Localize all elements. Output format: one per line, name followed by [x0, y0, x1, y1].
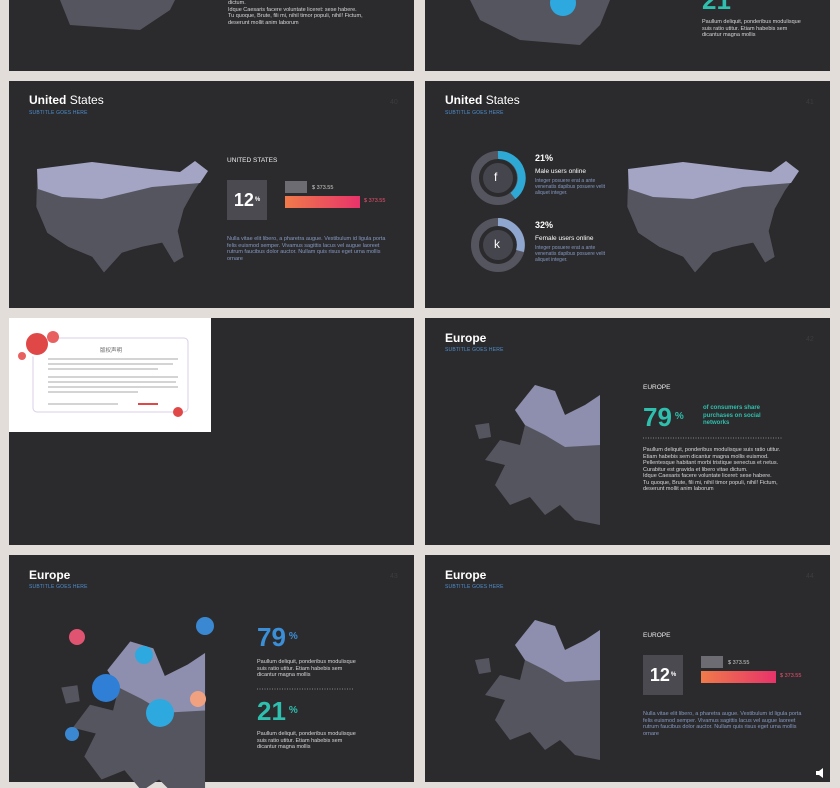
slide-title: United States: [29, 93, 104, 107]
stat-unit: %: [674, 411, 684, 422]
body-text: Nulla vitae elit libero, a pharetra augu…: [227, 236, 386, 262]
stat-box: 12%: [227, 180, 267, 220]
stat: 12: [233, 189, 254, 210]
document-lines: [48, 358, 178, 405]
title-rest: States: [69, 93, 104, 107]
stat-unit: %: [288, 631, 298, 642]
document-frame: [32, 337, 189, 413]
social-icon: [190, 691, 206, 707]
body-text: Nulla vitae elit libero, a pharetra augu…: [643, 711, 802, 737]
stat: 21%: [257, 697, 298, 725]
text-line: Tu quoque, Brute, fili mi, nihil timor p…: [228, 13, 363, 26]
item-label: Female users online: [535, 235, 594, 242]
bar-label: $ 373.55: [728, 660, 750, 666]
text-line: dictum.: [228, 0, 246, 6]
text-line: Paullum deliquit, ponderibus modulisque …: [643, 447, 781, 473]
page-number: 41: [806, 99, 814, 106]
stat: 79%: [257, 623, 298, 651]
social-icon: [135, 646, 153, 664]
item-label: Male users online: [535, 168, 586, 175]
title-strong: Europe: [445, 331, 487, 345]
stat-caption: of consumers share purchases on social n…: [703, 405, 761, 426]
stat: 12: [649, 664, 670, 685]
stat-value: 79: [643, 402, 672, 432]
body-text: Paullum deliquit, ponderibus modulisque …: [643, 447, 783, 493]
social-icon: [69, 629, 85, 645]
bar: [285, 196, 360, 208]
title-strong: United: [29, 93, 67, 107]
stat-unit: %: [288, 705, 298, 716]
bar: [285, 181, 307, 193]
subtitle: SUBTITLE GOES HERE: [445, 110, 504, 116]
map: [470, 0, 610, 45]
badge: [173, 407, 183, 417]
bar-label: $ 373.55: [364, 198, 386, 204]
stat: 21%: [535, 153, 554, 163]
icon-letter: f: [494, 170, 498, 184]
slide-title: Europe: [445, 331, 486, 345]
map: [60, 0, 175, 30]
body-text: Paullum deliquit, ponderibus modulisque …: [257, 659, 356, 678]
heading: EUROPE: [643, 632, 671, 639]
subtitle: SUBTITLE GOES HERE: [29, 110, 88, 116]
title-strong: Europe: [445, 568, 487, 582]
stat: 32%: [535, 220, 554, 230]
badge: [18, 352, 26, 360]
speaker-icon: [816, 768, 823, 778]
social-icon: [65, 727, 79, 741]
item-text: Integer posuere erat a ante venenatis da…: [535, 245, 606, 263]
badge: [24, 331, 50, 357]
stat: 21: [702, 0, 731, 15]
stat: 79%: [643, 403, 684, 431]
slide-title: Europe: [445, 568, 486, 582]
badge: [47, 331, 59, 343]
social-icon: [196, 617, 214, 635]
stat-box: 12%: [643, 655, 683, 695]
donut: [471, 151, 526, 205]
bar-label: $ 373.55: [312, 185, 334, 191]
bar: [701, 671, 776, 683]
body-text: dictum. Idque Caesaris facere voluntate …: [228, 0, 378, 26]
page-number: 43: [390, 573, 398, 580]
bar-label: $ 373.55: [780, 673, 802, 679]
title-rest: States: [485, 93, 520, 107]
slide: [425, 555, 830, 782]
stat-unit: %: [670, 672, 677, 678]
stat-value: 21: [257, 696, 286, 726]
body-text: Paullum deliquit, ponderibus modulisque …: [702, 19, 801, 38]
heading: UNITED STATES: [227, 157, 278, 164]
slide-title: Europe: [29, 568, 70, 582]
stat-value: 79: [257, 622, 286, 652]
page-number: 40: [390, 99, 398, 106]
social-icon: [92, 674, 120, 702]
text-line: Idque Caesaris facere voluntate liceret:…: [228, 6, 357, 13]
slide: [9, 555, 414, 782]
text-line: Idque Caesaris facere voluntate liceret:…: [643, 473, 772, 479]
title-strong: United: [445, 93, 483, 107]
icon-letter: k: [494, 237, 500, 251]
document-title: 版权声明: [100, 348, 123, 354]
item-text: Integer posuere erat a ante venenatis da…: [535, 178, 606, 196]
social-icon: [146, 699, 174, 727]
donut: [471, 218, 525, 272]
bar: [701, 656, 723, 668]
slide: [425, 318, 830, 545]
text-line: Tu quoque, Brute, fili mi, nihil timor p…: [643, 479, 778, 493]
subtitle: SUBTITLE GOES HERE: [445, 584, 504, 590]
page-number: 44: [806, 573, 814, 580]
stat-unit: %: [254, 197, 261, 203]
body-text: Paullum deliquit, ponderibus modulisque …: [257, 731, 356, 750]
subtitle: SUBTITLE GOES HERE: [29, 584, 88, 590]
slide-title: United States: [445, 93, 520, 107]
subtitle: SUBTITLE GOES HERE: [445, 347, 504, 353]
title-strong: Europe: [29, 568, 71, 582]
social-icon: [550, 0, 576, 16]
heading: EUROPE: [643, 384, 671, 391]
page-number: 42: [806, 336, 814, 343]
